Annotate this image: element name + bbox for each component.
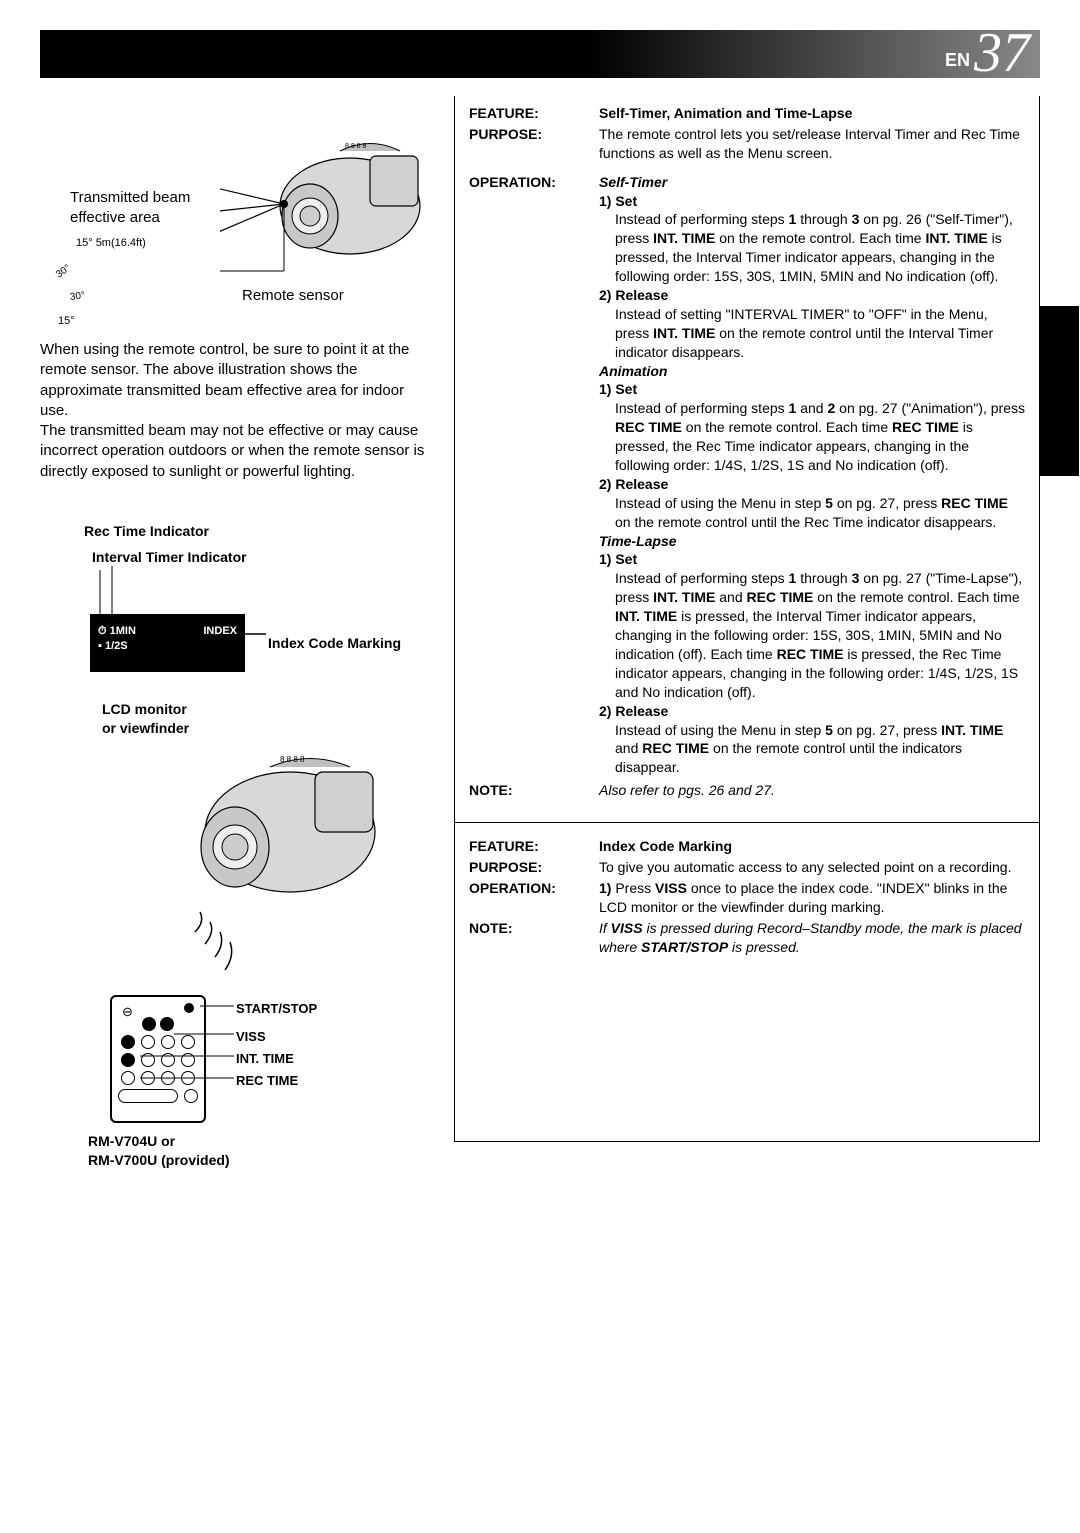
- beam-area-label: Transmitted beam effective area: [70, 188, 190, 229]
- note-val-2: If VISS is pressed during Record–Standby…: [599, 919, 1025, 957]
- remote-model-label: RM-V704U or RM-V700U (provided): [88, 1132, 230, 1170]
- operation-key-2: OPERATION:: [469, 879, 587, 917]
- operation-val-2: 1) Press VISS once to place the index co…: [599, 879, 1025, 917]
- st-rel-head: 2) Release: [599, 286, 1025, 305]
- page-content: 8 8 8 8 Transmitted beam effective area …: [40, 96, 1040, 1142]
- timelapse-heading: Time-Lapse: [599, 532, 1025, 551]
- page-number: 37: [974, 16, 1030, 92]
- section-divider: [455, 822, 1039, 823]
- indicators-diagram: Rec Time Indicator Interval Timer Indica…: [40, 522, 430, 1142]
- beam-angle-30b: 30°: [69, 289, 86, 304]
- viss-label: VISS: [236, 1028, 266, 1046]
- note-key-2: NOTE:: [469, 919, 587, 957]
- page-header-bar: EN 37: [40, 30, 1040, 78]
- tl-set-body: Instead of performing steps 1 through 3 …: [615, 569, 1025, 701]
- rec-time-indicator-label: Rec Time Indicator: [84, 522, 209, 541]
- beam-description: When using the remote control, be sure t…: [40, 340, 430, 482]
- tl-rel-head: 2) Release: [599, 702, 1025, 721]
- beam-angle-30a: 30°: [53, 262, 73, 282]
- left-column: 8 8 8 8 Transmitted beam effective area …: [40, 96, 430, 1142]
- feature-title: Self-Timer, Animation and Time-Lapse: [599, 105, 852, 121]
- purpose-key: PURPOSE:: [469, 125, 587, 163]
- side-tab: [1039, 306, 1079, 476]
- camcorder-top-illustration: 8 8 8 8: [220, 96, 430, 296]
- lcd-index: INDEX: [203, 624, 237, 639]
- operation-key: OPERATION:: [469, 173, 587, 778]
- feature-key: FEATURE:: [469, 104, 587, 123]
- self-timer-heading: Self-Timer: [599, 173, 1025, 192]
- int-time-label: INT. TIME: [236, 1050, 294, 1068]
- purpose-key-2: PURPOSE:: [469, 858, 587, 877]
- rec-time-label: REC TIME: [236, 1072, 298, 1090]
- lcd-half: ▪ 1/2S: [98, 640, 128, 652]
- tl-rel-body: Instead of using the Menu in step 5 on p…: [615, 721, 1025, 778]
- index-code-marking-label: Index Code Marking: [268, 634, 401, 653]
- beam-angle-15: 15°: [58, 314, 75, 329]
- lcd-display: ⏱ 1MIN INDEX ▪ 1/2S: [90, 614, 245, 672]
- remote-leader-lines: [110, 994, 240, 1124]
- right-column: FEATURE: Self-Timer, Animation and Time-…: [454, 96, 1040, 1142]
- remote-sensor-label: Remote sensor: [242, 286, 344, 306]
- camcorder-lower-illustration: 8 8 8 8: [120, 722, 420, 1002]
- page-lang: EN: [945, 48, 970, 72]
- st-set-head: 1) Set: [599, 192, 1025, 211]
- st-rel-body: Instead of setting "INTERVAL TIMER" to "…: [615, 305, 1025, 362]
- note-val-1: Also refer to pgs. 26 and 27.: [599, 781, 1025, 800]
- purpose-text: The remote control lets you set/release …: [599, 125, 1025, 163]
- operation-body: Self-Timer 1) Set Instead of performing …: [599, 173, 1025, 778]
- start-stop-label: START/STOP: [236, 1000, 317, 1018]
- feature-key-2: FEATURE:: [469, 837, 587, 856]
- svg-text:8 8 8 8: 8 8 8 8: [345, 143, 367, 150]
- an-set-head: 1) Set: [599, 380, 1025, 399]
- an-rel-body: Instead of using the Menu in step 5 on p…: [615, 494, 1025, 532]
- lcd-1min: ⏱ 1MIN: [98, 624, 136, 639]
- svg-text:8 8 8 8: 8 8 8 8: [280, 755, 305, 764]
- section-index-code: FEATURE: Index Code Marking PURPOSE: To …: [455, 829, 1039, 972]
- note-key-1: NOTE:: [469, 781, 587, 800]
- an-set-body: Instead of performing steps 1 and 2 on p…: [615, 399, 1025, 475]
- an-rel-head: 2) Release: [599, 475, 1025, 494]
- section-self-timer: FEATURE: Self-Timer, Animation and Time-…: [455, 96, 1039, 816]
- beam-distance-label: 15° 5m(16.4ft): [76, 236, 146, 251]
- feature-title-2: Index Code Marking: [599, 838, 732, 854]
- purpose-val-2: To give you automatic access to any sele…: [599, 858, 1025, 877]
- animation-heading: Animation: [599, 362, 1025, 381]
- st-set-body: Instead of performing steps 1 through 3 …: [615, 210, 1025, 286]
- camcorder-beam-diagram: 8 8 8 8 Transmitted beam effective area …: [40, 96, 430, 326]
- tl-set-head: 1) Set: [599, 550, 1025, 569]
